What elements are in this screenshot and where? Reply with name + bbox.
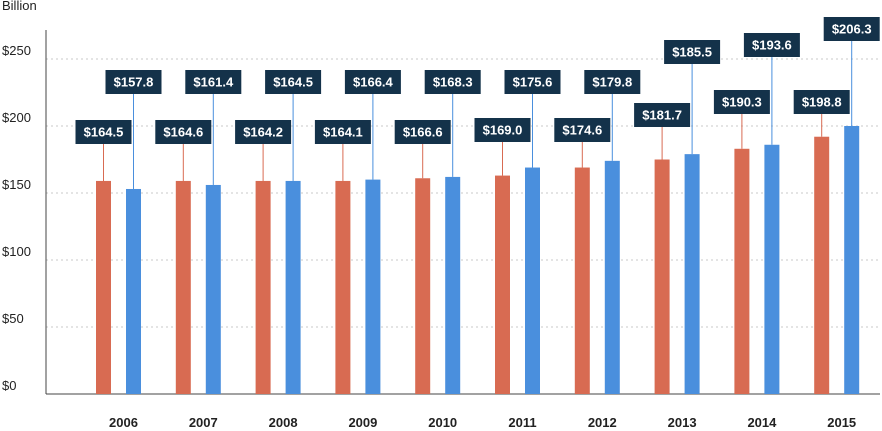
data-label-box: [664, 40, 721, 64]
bar: [445, 176, 461, 394]
category-label: 2008: [269, 415, 298, 430]
data-label-box: [474, 118, 531, 142]
bar: [175, 180, 191, 394]
y-tick-label: $200: [2, 110, 31, 125]
bar: [574, 167, 590, 394]
data-label: $164.1: [323, 125, 363, 140]
category-label: 2013: [668, 415, 697, 430]
bar: [205, 184, 221, 394]
data-label: $164.6: [163, 125, 203, 140]
data-label-box: [235, 120, 292, 144]
data-label: $206.3: [832, 22, 872, 37]
bar: [285, 180, 301, 394]
bar: [654, 159, 670, 394]
data-label-box: [424, 70, 481, 94]
bar: [365, 179, 381, 394]
bar: [734, 148, 750, 394]
category-label: 2011: [508, 415, 536, 430]
bar: [335, 180, 351, 394]
data-label-box: [394, 120, 451, 144]
data-label: $179.8: [592, 75, 632, 90]
data-label-box: [185, 70, 242, 94]
data-label: $175.6: [513, 75, 553, 90]
bar: [415, 178, 431, 394]
data-label: $161.4: [193, 75, 234, 90]
data-label-box: [504, 70, 561, 94]
data-label-box: [105, 70, 162, 94]
data-label-box: [554, 118, 611, 142]
category-label: 2006: [109, 415, 138, 430]
data-label-box: [713, 90, 770, 114]
bar: [255, 180, 271, 394]
data-label-box: [634, 103, 691, 127]
data-label-box: [823, 17, 880, 41]
data-label: $164.5: [273, 75, 313, 90]
bar: [525, 167, 540, 394]
data-label: $164.5: [84, 125, 124, 140]
data-label: $181.7: [642, 108, 682, 123]
bar: [126, 188, 141, 394]
bar: [814, 136, 830, 394]
data-label-box: [793, 90, 850, 114]
y-tick-label: $100: [2, 244, 31, 259]
data-label-box: [314, 120, 371, 144]
y-tick-labels: $0 $50 $100 $150 $200 $250: [2, 43, 31, 393]
category-labels: 2006 2007 2008 2009 2010 2011 2012 2013 2014 2015: [109, 415, 856, 430]
y-tick-label: $250: [2, 43, 31, 58]
data-label: $198.8: [802, 95, 842, 110]
category-label: 2015: [827, 415, 856, 430]
category-label: 2010: [428, 415, 457, 430]
data-label: $166.6: [403, 125, 443, 140]
data-label-box: [155, 120, 212, 144]
data-label: $168.3: [433, 75, 473, 90]
category-label: 2012: [588, 415, 617, 430]
data-label-box: [265, 70, 322, 94]
bar: [844, 126, 860, 394]
bar: [764, 144, 780, 394]
data-label: $174.6: [562, 123, 602, 138]
bar: [604, 160, 620, 394]
y-tick-label: $150: [2, 177, 31, 192]
category-label: 2009: [348, 415, 377, 430]
unit-label: Billion: [2, 0, 37, 13]
y-tick-label: $0: [2, 378, 16, 393]
category-label: 2014: [747, 415, 777, 430]
bar: [684, 154, 700, 394]
data-label-box: [743, 33, 800, 57]
data-label: $193.6: [752, 38, 792, 53]
data-label: $164.2: [243, 125, 283, 140]
data-label-box: [344, 70, 401, 94]
bar: [96, 180, 111, 394]
data-label-box: [75, 120, 132, 144]
data-label-box: [584, 70, 641, 94]
bars: [96, 126, 860, 394]
data-label: $157.8: [114, 75, 154, 90]
bar: [495, 175, 510, 394]
data-label: $190.3: [722, 95, 762, 110]
data-label: $169.0: [483, 123, 523, 138]
data-label: $166.4: [353, 75, 394, 90]
category-label: 2007: [189, 415, 218, 430]
data-label: $185.5: [672, 45, 712, 60]
data-labels: $164.5 $157.8 $164.6 $161.4 $164.2 $164.5 $164…: [75, 17, 880, 189]
y-tick-label: $50: [2, 311, 24, 326]
